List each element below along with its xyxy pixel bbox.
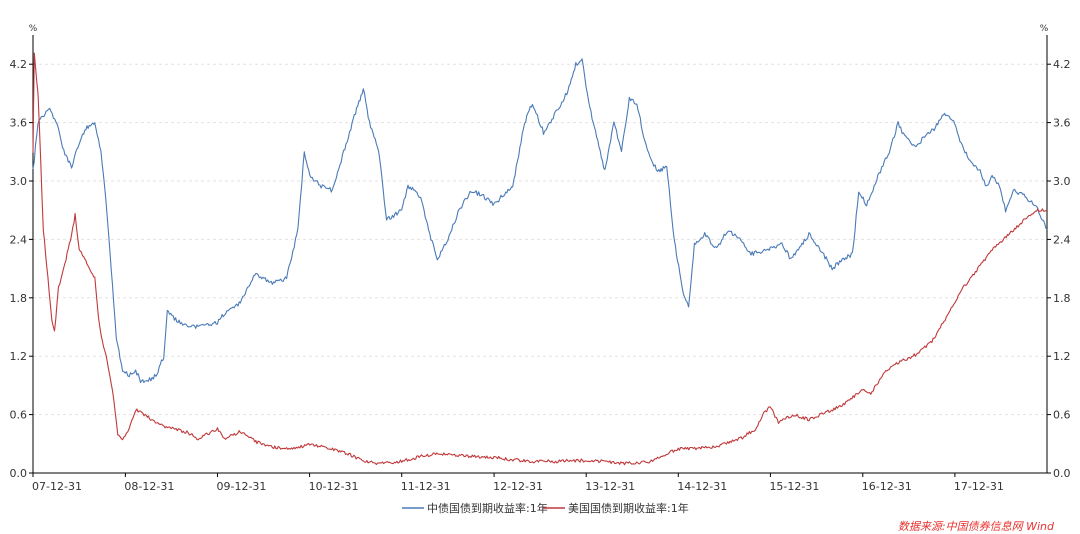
series-line-us-1y [32,52,1048,466]
legend-label-cn: 中债国债到期收益率:1年 [427,501,548,515]
x-tick-label: 16-12-31 [862,480,912,493]
y-tick-label-left: 2.4 [10,233,28,246]
series-line-cn-1y [32,58,1048,384]
y-tick-label-right: 2.4 [1053,233,1071,246]
grid-lines [33,63,1047,416]
y-tick-label-left: 4.2 [10,58,28,71]
y-ticks-left: 0.0 0.6 1.2 1.8 2.4 3.0 3.6 4.2 [10,58,33,480]
y-tick-label-right: 0.0 [1053,467,1071,480]
series-lines [32,52,1048,466]
x-tick-label: 12-12-31 [493,480,543,493]
y-tick-label-left: 3.6 [10,117,28,130]
y-tick-label-right: 1.8 [1053,292,1071,305]
source-note: 数据来源:中国债券信息网 Wind [898,520,1055,533]
y-tick-label-left: 3.0 [10,175,28,188]
x-tick-label: 09-12-31 [217,480,267,493]
y-ticks-right: 0.0 0.6 1.2 1.8 2.4 3.0 3.6 4.2 [1047,58,1071,480]
x-tick-label: 11-12-31 [401,480,451,493]
x-tick-label: 07-12-31 [32,480,82,493]
y-tick-label-left: 1.2 [10,350,28,363]
y-unit-right: % [1040,24,1049,34]
x-tick-label: 15-12-31 [769,480,819,493]
x-tick-label: 08-12-31 [124,480,174,493]
axes: % % [29,24,1049,474]
y-tick-label-left: 1.8 [10,292,28,305]
x-tick-label: 14-12-31 [677,480,727,493]
y-tick-label-left: 0.0 [10,467,28,480]
x-tick-label: 10-12-31 [309,480,359,493]
y-unit-left: % [29,24,38,34]
y-tick-label-right: 0.6 [1053,409,1071,422]
y-tick-label-left: 0.6 [10,409,28,422]
x-tick-label: 13-12-31 [585,480,635,493]
legend-label-us: 美国国债到期收益率:1年 [568,501,689,515]
legend: 中债国债到期收益率:1年 美国国债到期收益率:1年 [402,501,689,515]
y-tick-label-right: 4.2 [1053,58,1071,71]
y-tick-label-right: 3.0 [1053,175,1071,188]
x-ticks: 07-12-31 08-12-31 09-12-31 10-12-31 11-12-31… [32,473,1004,493]
y-tick-label-right: 1.2 [1053,350,1071,363]
y-tick-label-right: 3.6 [1053,117,1071,130]
x-tick-label: 17-12-31 [954,480,1004,493]
